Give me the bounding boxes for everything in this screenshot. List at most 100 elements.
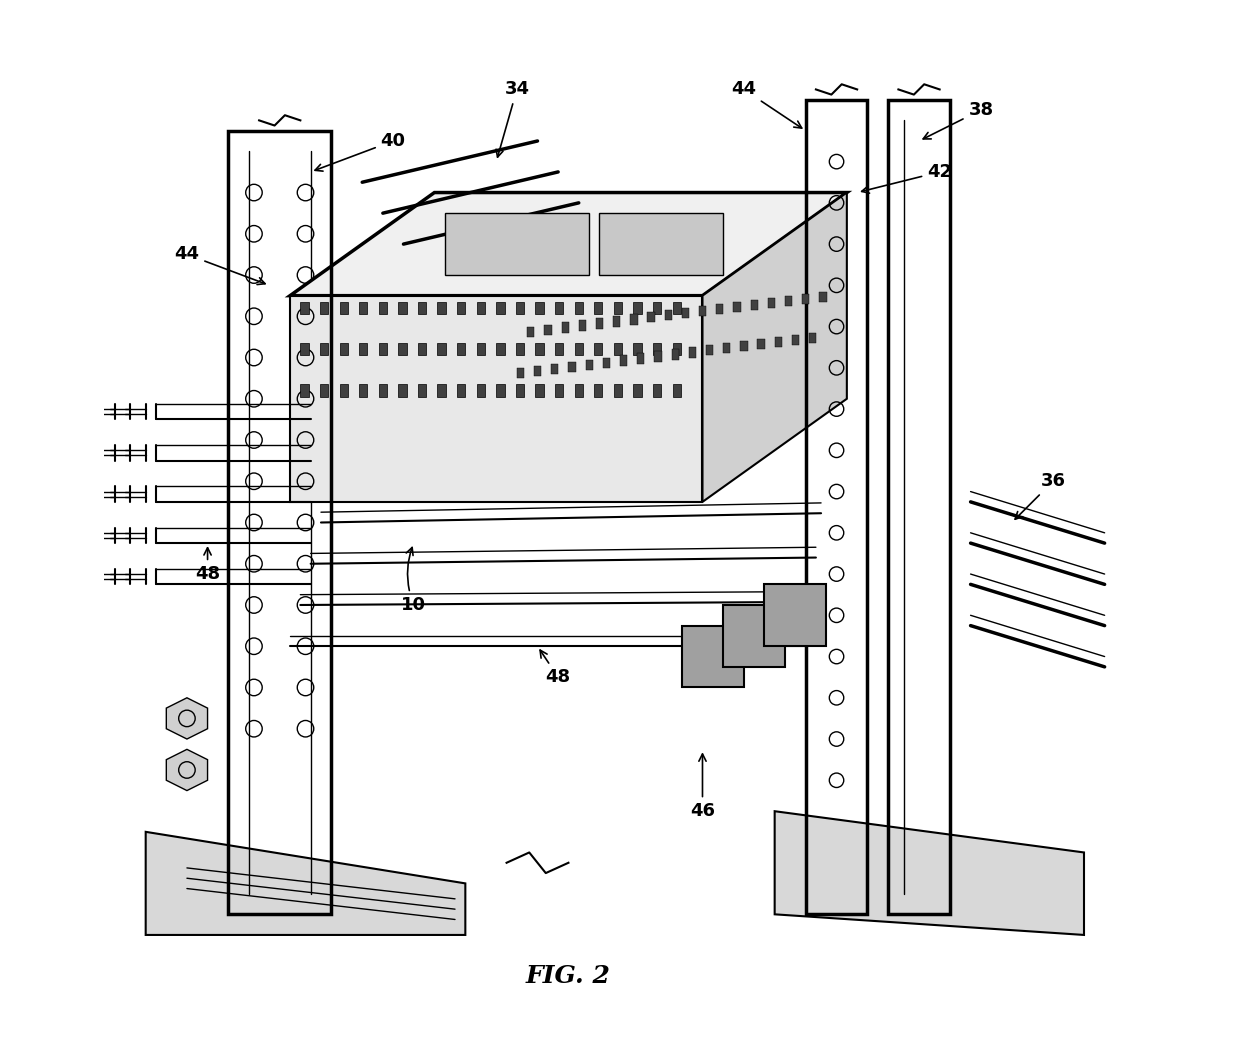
Bar [320,343,329,355]
Bar [300,302,309,315]
Bar [458,343,465,355]
Text: 10: 10 [402,548,427,614]
Bar [806,99,868,914]
Bar [574,343,583,355]
Bar [630,315,637,325]
Bar [516,343,525,355]
Bar [544,325,552,334]
Bar [688,347,696,357]
Bar [785,296,792,306]
Text: 40: 40 [315,132,405,171]
Bar [740,341,748,351]
Bar [300,385,309,397]
Bar [585,359,593,370]
Bar [579,321,587,330]
Bar [476,385,485,397]
Text: 46: 46 [689,754,715,820]
Bar [536,385,543,397]
Bar [378,302,387,315]
Polygon shape [145,832,465,935]
Bar [300,343,309,355]
Bar [568,362,575,372]
Bar [562,323,569,332]
Bar [614,343,622,355]
Bar [418,343,427,355]
Bar [706,345,713,355]
Bar [536,302,543,315]
Bar [620,355,627,366]
Bar [802,294,810,304]
Bar [775,336,782,347]
Polygon shape [703,192,847,502]
Bar [527,327,534,336]
Bar [556,343,563,355]
Bar [340,343,347,355]
Bar [647,312,655,323]
Polygon shape [445,213,589,275]
Bar [398,385,407,397]
Bar [360,385,367,397]
Bar [418,302,427,315]
Bar [476,302,485,315]
Bar [556,302,563,315]
Bar [398,343,407,355]
Text: 38: 38 [923,101,993,139]
Bar [517,368,525,378]
Bar [637,353,645,364]
Polygon shape [166,698,207,739]
Bar [723,343,730,353]
Bar [496,343,505,355]
Bar [438,302,445,315]
Bar [418,385,427,397]
Bar [516,302,525,315]
Bar [438,343,445,355]
Bar [534,366,542,376]
Bar [360,343,367,355]
Bar [458,385,465,397]
Text: 44: 44 [175,246,265,284]
Bar [768,298,775,308]
Bar [340,385,347,397]
Bar [634,302,641,315]
Bar [634,343,641,355]
Text: 48: 48 [195,548,221,583]
Text: FIG. 2: FIG. 2 [526,965,611,989]
Bar [750,300,758,310]
Bar [594,302,603,315]
Bar [228,131,331,914]
Bar [655,351,662,362]
Bar [723,605,785,667]
Bar [699,306,707,317]
Bar [820,292,827,302]
Bar [682,308,689,319]
Bar [682,626,744,688]
Bar [792,334,799,345]
Bar [596,319,603,328]
Bar [888,99,950,914]
Bar [653,343,661,355]
Bar [556,385,563,397]
Text: 36: 36 [1016,472,1065,519]
Bar [398,302,407,315]
Bar [614,302,622,315]
Bar [438,385,445,397]
Bar [672,343,681,355]
Bar [496,302,505,315]
Text: 34: 34 [496,80,529,157]
Bar [717,304,723,315]
Bar [758,339,765,349]
Bar [603,357,610,368]
Bar [614,385,622,397]
Bar [808,332,816,343]
Bar [634,385,641,397]
Bar [672,385,681,397]
Bar [378,385,387,397]
Bar [574,385,583,397]
Polygon shape [599,213,723,275]
Bar [594,343,603,355]
Bar [476,343,485,355]
Text: 42: 42 [862,163,952,193]
Bar [665,310,672,321]
Bar [594,385,603,397]
Bar [552,364,558,374]
